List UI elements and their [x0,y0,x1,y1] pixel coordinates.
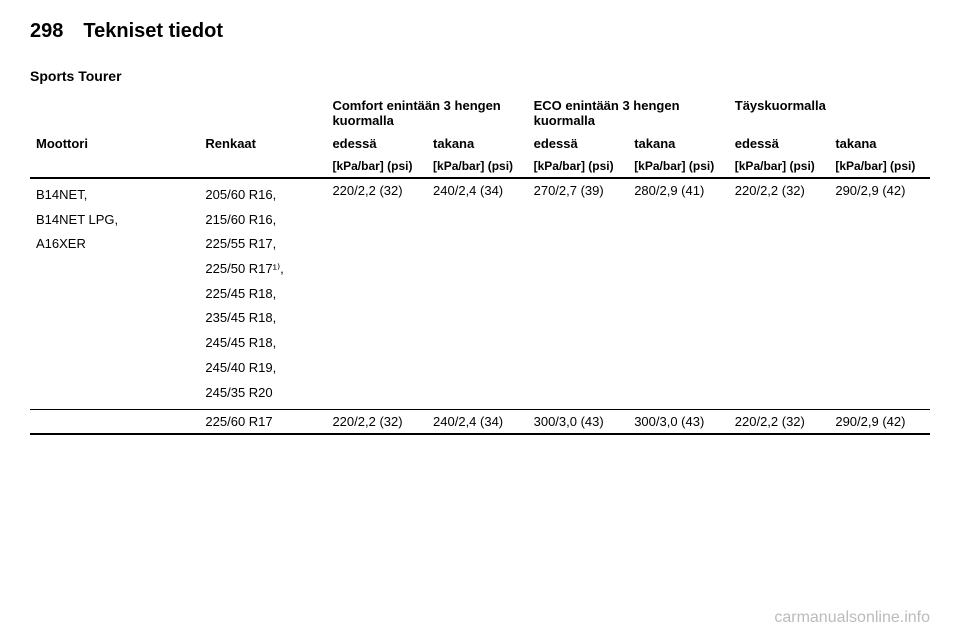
cell-eco-front: 270/2,7 (39) [528,178,629,410]
group-comfort: Comfort enintään 3 hengen kuormalla [326,94,527,132]
cell-comfort-front: 220/2,2 (32) [326,178,427,410]
table-row: B14NET, B14NET LPG, A16XER 205/60 R16, 2… [30,178,930,410]
col-eco-rear: takana [628,132,729,155]
cell-comfort-front: 220/2,2 (32) [326,410,427,435]
col-renkaat: Renkaat [199,132,326,155]
unit-1: [kPa/bar] (psi) [326,155,427,178]
cell-full-front: 220/2,2 (32) [729,178,830,410]
unit-4: [kPa/bar] (psi) [628,155,729,178]
col-moottori: Moottori [30,132,199,155]
unit-5: [kPa/bar] (psi) [729,155,830,178]
group-full: Täyskuormalla [729,94,930,132]
col-comfort-rear: takana [427,132,528,155]
cell-moottori [30,410,199,435]
cell-comfort-rear: 240/2,4 (34) [427,410,528,435]
col-full-rear: takana [829,132,930,155]
cell-moottori: B14NET, B14NET LPG, A16XER [30,178,199,410]
unit-6: [kPa/bar] (psi) [829,155,930,178]
cell-eco-front: 300/3,0 (43) [528,410,629,435]
unit-3: [kPa/bar] (psi) [528,155,629,178]
watermark: carmanualsonline.info [774,609,930,627]
unit-2: [kPa/bar] (psi) [427,155,528,178]
section-title: Tekniset tiedot [83,20,223,43]
cell-full-front: 220/2,2 (32) [729,410,830,435]
cell-full-rear: 290/2,9 (42) [829,410,930,435]
cell-renkaat: 205/60 R16, 215/60 R16, 225/55 R17, 225/… [199,178,326,410]
group-eco: ECO enintään 3 hengen kuormalla [528,94,729,132]
cell-eco-rear: 300/3,0 (43) [628,410,729,435]
tire-pressure-table: Comfort enintään 3 hengen kuormalla ECO … [30,94,930,435]
cell-full-rear: 290/2,9 (42) [829,178,930,410]
cell-renkaat: 225/60 R17 [199,410,326,435]
col-eco-front: edessä [528,132,629,155]
page-number: 298 [30,20,63,43]
cell-eco-rear: 280/2,9 (41) [628,178,729,410]
col-comfort-front: edessä [326,132,427,155]
cell-comfort-rear: 240/2,4 (34) [427,178,528,410]
table-subtitle: Sports Tourer [30,68,930,84]
col-full-front: edessä [729,132,830,155]
table-row: 225/60 R17 220/2,2 (32) 240/2,4 (34) 300… [30,410,930,435]
